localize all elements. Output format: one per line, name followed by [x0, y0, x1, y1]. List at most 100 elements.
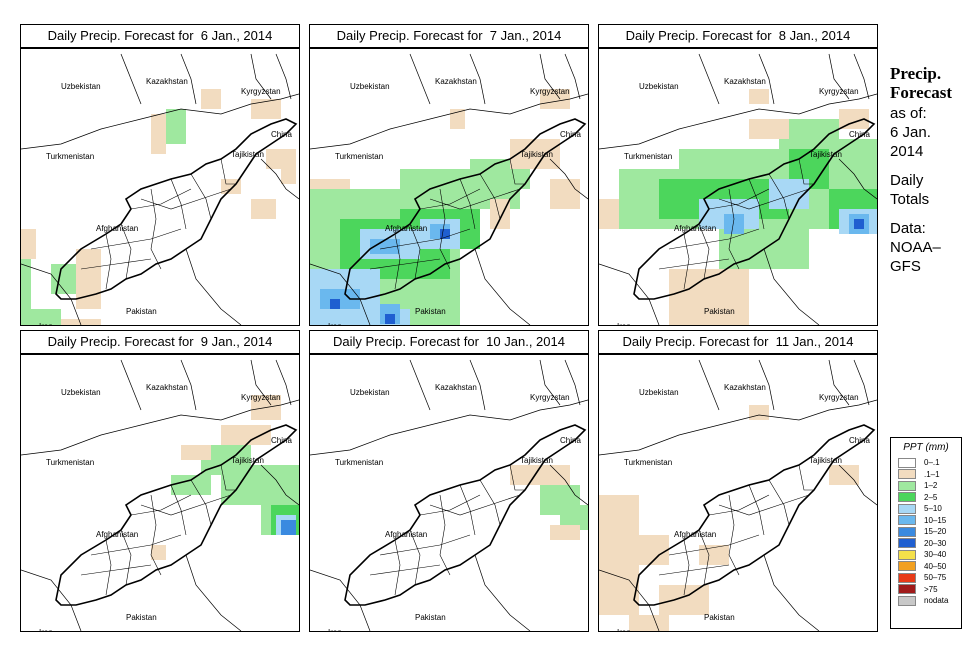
forecast-panel-1: Daily Precip. Forecast for 6 Jan., 2014 … — [20, 24, 300, 326]
country-label-pakistan: Pakistan — [704, 613, 735, 622]
country-border — [260, 464, 299, 506]
province-border — [419, 494, 481, 516]
precip-cell-.1-1 — [450, 109, 465, 129]
legend-swatch — [898, 526, 916, 537]
sidebar-info: Precip. Forecast as of: 6 Jan. 2014 Dail… — [890, 64, 970, 276]
precip-cell-1-2 — [166, 109, 186, 144]
country-label-uzbekistan: Uzbekistan — [350, 388, 390, 397]
country-label-tajikistan: Tajikistan — [231, 150, 264, 159]
afghanistan-outline — [344, 424, 587, 606]
legend-item: 20–30 — [891, 538, 961, 550]
precip-cell-.1-1 — [749, 89, 769, 104]
country-label-kyrgyzstan: Kyrgyzstan — [819, 393, 859, 402]
country-label-uzbekistan: Uzbekistan — [639, 388, 679, 397]
data-source-line1: NOAA– — [890, 239, 941, 256]
country-label-iran: Iran — [328, 628, 342, 631]
country-border — [180, 359, 197, 411]
province-border — [658, 564, 730, 576]
country-label-afghanistan: Afghanistan — [96, 224, 138, 233]
province-border — [708, 188, 770, 210]
province-border — [768, 479, 790, 526]
country-border — [310, 263, 371, 325]
precip-cell-.1-1 — [550, 179, 580, 209]
precip-cell-.1-1 — [629, 615, 669, 631]
map-1: Kazakhstan Uzbekistan Kyrgyzstan China Turkm… — [20, 48, 300, 326]
country-label-pakistan: Pakistan — [126, 613, 157, 622]
country-label-tajikistan: Tajikistan — [809, 456, 842, 465]
legend-swatch — [898, 503, 916, 514]
legend-label: .1–1 — [924, 469, 940, 479]
precip-cell-.1-1 — [266, 149, 296, 169]
precip-cell-.1-1 — [699, 545, 729, 565]
country-label-tajikistan: Tajikistan — [809, 150, 842, 159]
map-canvas: Kazakhstan Uzbekistan Kyrgyzstan China Turkm… — [599, 359, 877, 631]
country-label-china: China — [849, 130, 870, 139]
country-label-china: China — [560, 130, 581, 139]
province-border — [768, 173, 790, 220]
afghanistan-outline — [55, 424, 298, 606]
legend-label: 1–2 — [924, 481, 938, 491]
country-label-turkmenistan: Turkmenistan — [46, 152, 94, 161]
precip-cell-.1-1 — [599, 199, 619, 229]
country-border — [275, 359, 292, 406]
totals-line2: Totals — [890, 191, 930, 208]
province-border — [120, 223, 132, 280]
country-label-afghanistan: Afghanistan — [96, 530, 138, 539]
precip-cell-.1-1 — [281, 169, 296, 184]
country-border — [310, 399, 588, 456]
legend-label: 5–10 — [924, 504, 942, 514]
country-border — [549, 158, 588, 200]
legend-item: 30–40 — [891, 549, 961, 561]
country-label-iran: Iran — [617, 322, 631, 325]
forecast-panel-6: Daily Precip. Forecast for 11 Jan., 2014… — [598, 330, 878, 632]
precip-cell-15-20 — [281, 520, 296, 535]
country-label-uzbekistan: Uzbekistan — [61, 388, 101, 397]
precip-cell-20-30 — [385, 314, 395, 324]
data-label: Data: — [890, 220, 926, 237]
country-border — [409, 359, 431, 411]
country-border — [260, 158, 299, 200]
precip-cell-.1-1 — [151, 114, 166, 154]
precip-cell-.1-1 — [490, 199, 510, 229]
province-border — [140, 188, 232, 210]
province-border — [698, 223, 710, 280]
map-2: Kazakhstan Uzbekistan Kyrgyzstan China Turkm… — [309, 48, 589, 326]
totals-line1: Daily — [890, 172, 924, 189]
legend-item: 0–.1 — [891, 457, 961, 469]
map-canvas: Kazakhstan Uzbekistan Kyrgyzstan China Turkm… — [21, 53, 299, 325]
country-label-kyrgyzstan: Kyrgyzstan — [241, 87, 281, 96]
country-border — [474, 248, 531, 325]
legend-rows: 0–.1.1–1 1–2 2–5 5–10 10–15 15–20 20–30 30–40 40… — [891, 457, 961, 607]
province-border — [658, 258, 730, 270]
country-label-uzbekistan: Uzbekistan — [639, 82, 679, 91]
legend-label: 30–40 — [924, 550, 947, 560]
country-border — [539, 359, 561, 406]
province-border — [190, 173, 212, 220]
country-border — [539, 53, 561, 100]
precip-cell-.1-1 — [659, 585, 709, 615]
legend-label: 15–20 — [924, 527, 947, 537]
country-label-iran: Iran — [39, 628, 53, 631]
legend-item: 50–75 — [891, 572, 961, 584]
province-border — [90, 534, 182, 556]
legend-title: PPT (mm) — [903, 442, 949, 453]
country-label-afghanistan: Afghanistan — [385, 530, 427, 539]
province-border — [748, 178, 765, 230]
province-border — [708, 494, 770, 516]
legend: PPT (mm) 0–.1.1–1 1–2 2–5 5–10 10–15 15–20 20–… — [890, 437, 962, 629]
precip-cell-1-2 — [21, 309, 61, 325]
province-border — [479, 173, 501, 220]
country-label-china: China — [849, 436, 870, 445]
map-4: Kazakhstan Uzbekistan Kyrgyzstan China Turkm… — [20, 354, 300, 632]
legend-label: 40–50 — [924, 561, 947, 571]
country-border — [21, 399, 299, 456]
precip-cell-10-15 — [724, 214, 744, 234]
province-border — [718, 494, 810, 516]
country-border — [549, 464, 588, 506]
country-border — [853, 359, 870, 406]
province-border — [105, 233, 112, 290]
afghanistan-outline — [633, 118, 876, 300]
sidebar-title-line1: Precip. — [890, 64, 942, 83]
precip-cell-5-10 — [769, 179, 809, 209]
province-border — [479, 479, 501, 526]
